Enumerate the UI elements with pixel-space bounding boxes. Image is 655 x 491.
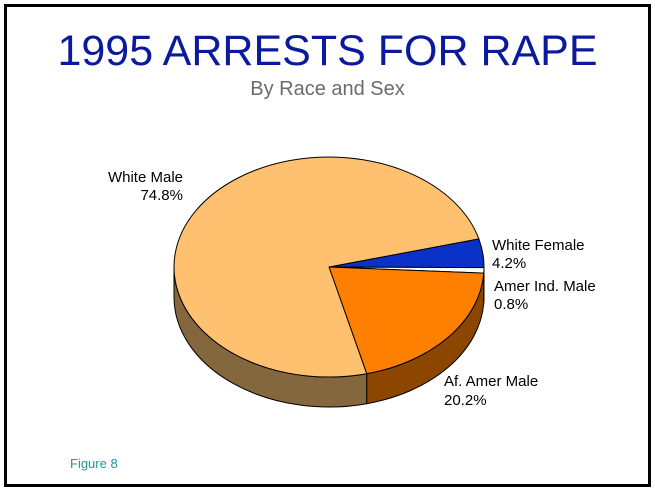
label-white-male-value: 74.8% bbox=[140, 187, 183, 204]
label-amer-ind-male-value: 0.8% bbox=[494, 296, 528, 313]
chart-title: 1995 ARRESTS FOR RAPE bbox=[57, 27, 598, 75]
label-white-female-value: 4.2% bbox=[492, 255, 526, 272]
label-white-male-name: White Male bbox=[108, 169, 183, 186]
figure-label: Figure 8 bbox=[70, 456, 118, 471]
label-af-amer-male-name: Af. Amer Male bbox=[444, 373, 538, 390]
label-white-female-name: White Female bbox=[492, 237, 585, 254]
chart-subtitle: By Race and Sex bbox=[250, 78, 405, 100]
pie-slices bbox=[173, 156, 485, 378]
pie-slice-af-amer-male bbox=[328, 266, 485, 375]
label-amer-ind-male-name: Amer Ind. Male bbox=[494, 278, 596, 295]
pie-slice-white-male bbox=[173, 156, 480, 378]
label-af-amer-male-value: 20.2% bbox=[444, 392, 487, 409]
